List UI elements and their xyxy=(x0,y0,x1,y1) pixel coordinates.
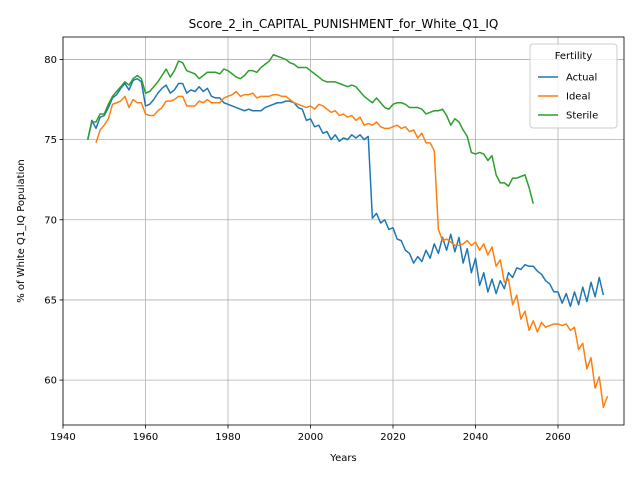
x-tick-label: 1980 xyxy=(215,432,240,443)
y-tick-label: 65 xyxy=(44,295,57,306)
grid xyxy=(62,37,624,425)
x-tick-label: 2020 xyxy=(380,432,405,443)
y-axis-label: % of White Q1_IQ Population xyxy=(16,159,27,303)
legend-title: Fertility xyxy=(555,51,593,62)
y-axis: 60 65 70 75 80 xyxy=(44,55,63,387)
y-tick-label: 60 xyxy=(44,376,57,387)
series-line-sterile xyxy=(87,53,534,204)
y-tick-label: 70 xyxy=(44,215,57,226)
x-tick-label: 2000 xyxy=(298,432,323,443)
series-line-actual xyxy=(87,77,605,308)
legend-box xyxy=(529,43,618,129)
x-axis-label: Years xyxy=(329,453,356,464)
y-tick-label: 80 xyxy=(44,55,57,66)
plot-frame xyxy=(62,36,625,426)
legend-label-ideal: Ideal xyxy=(566,92,590,103)
x-tick-label: 2040 xyxy=(463,432,488,443)
x-axis: 1940 1960 1980 2000 2020 2040 2060 xyxy=(50,425,571,443)
x-tick-label: 1960 xyxy=(133,432,158,443)
x-tick-label: 2060 xyxy=(545,432,570,443)
legend-label-actual: Actual xyxy=(566,73,597,84)
y-tick-label: 75 xyxy=(44,135,57,146)
legend: Fertility Actual Ideal Sterile xyxy=(529,43,618,129)
legend-label-sterile: Sterile xyxy=(566,111,598,122)
chart-title: Score_2_in_CAPITAL_PUNISHMENT_for_White_… xyxy=(189,17,499,31)
series-layer xyxy=(87,53,609,409)
x-tick-label: 1940 xyxy=(50,432,75,443)
series-line-ideal xyxy=(95,90,609,409)
